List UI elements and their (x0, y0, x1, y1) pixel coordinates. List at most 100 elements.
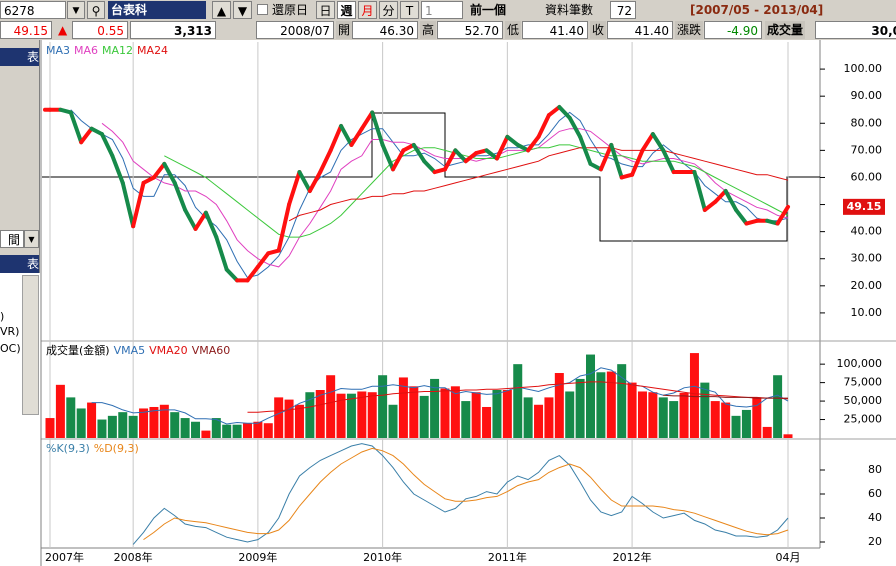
price-segment (422, 159, 437, 175)
volume-bar (294, 404, 304, 438)
up-button[interactable]: ▲ (212, 1, 231, 19)
search-button[interactable]: ⚲ (87, 1, 105, 19)
x-tick-label: 04月 (776, 551, 801, 564)
volume-bar (45, 418, 55, 438)
volume-bar (305, 392, 315, 438)
volume-bar (586, 354, 596, 438)
list-item[interactable]: OC) (0, 342, 21, 355)
volume-bar (274, 397, 284, 438)
x-tick-label: 2008年 (114, 550, 153, 564)
checkbox[interactable] (257, 4, 268, 15)
price-segment (765, 218, 780, 226)
y-tick-label: 10.00 (851, 306, 883, 319)
volume-bar (128, 415, 138, 438)
close-label: 收 (590, 21, 607, 39)
volume-bar (783, 434, 793, 438)
open-label: 開 (336, 21, 353, 39)
dropdown-button[interactable]: ▼ (67, 1, 85, 19)
records-input[interactable]: 72 (610, 1, 636, 19)
period-button[interactable]: 分 (379, 1, 398, 19)
last-price-label: 49.15 (847, 200, 882, 213)
period-button[interactable]: 日 (316, 1, 335, 19)
sidebar-select[interactable]: 間 (0, 230, 24, 248)
price-segment (505, 134, 520, 147)
price-segment (162, 161, 177, 185)
price-segment (723, 189, 739, 212)
volume-bar (87, 402, 97, 438)
volume-bar (76, 408, 86, 438)
restore-label: 還原日 (272, 3, 309, 17)
y-tick-label: 75,000 (844, 376, 883, 389)
volume: 3,313 (130, 21, 216, 39)
volume-bar (689, 353, 699, 438)
series-line (663, 394, 788, 399)
price-segment (453, 148, 468, 164)
price-segment (380, 142, 396, 172)
volume-bar (492, 390, 502, 438)
price-segment (214, 235, 229, 272)
price-segment (588, 161, 603, 172)
volume-bar (398, 377, 408, 438)
volume-bar (762, 426, 772, 438)
volume-bar (482, 406, 492, 438)
price-segment (266, 248, 281, 256)
price-segment (515, 142, 531, 153)
volume-bar (575, 378, 585, 438)
volume-bar (523, 397, 533, 438)
price-segment (713, 189, 728, 204)
scrollbar[interactable] (22, 275, 39, 415)
volume-bar (741, 409, 751, 438)
price-segment (99, 132, 115, 158)
legend-entry: %D(9,3) (94, 442, 139, 455)
down-button[interactable]: ▼ (233, 1, 252, 19)
price-segment (598, 142, 614, 172)
volume-bar (430, 378, 440, 438)
volume-bar (710, 401, 720, 438)
price-segment (650, 132, 666, 153)
legend-entry: VMA5 (114, 344, 146, 357)
toolbar: 6278 ▼ ⚲ 台表科 ▲ ▼ 還原日 日 週 月 分 T 1 前一個 資料筆… (0, 0, 896, 20)
price-segment (692, 170, 707, 212)
prev-button[interactable]: 前一個 (470, 3, 507, 17)
period-button[interactable]: T (400, 1, 419, 19)
price-segment (255, 251, 271, 269)
volume-bar (471, 392, 481, 438)
list-item[interactable]: ) (0, 310, 5, 323)
volume-bar (409, 386, 419, 438)
price-segment (120, 180, 136, 229)
y-tick-label: 20.00 (851, 279, 883, 292)
price-segment (609, 142, 624, 180)
records-label: 資料筆數 (545, 3, 594, 17)
y-tick-label: 90.00 (851, 89, 883, 102)
sidebar: 表 間 ▼ 表 ) VR) OC) (0, 40, 40, 566)
price-segment (276, 202, 292, 253)
period-button[interactable]: 月 (358, 1, 377, 19)
select-arrow[interactable]: ▼ (24, 230, 39, 248)
price-segment (141, 175, 156, 185)
series-line (101, 122, 789, 268)
price-segment (578, 134, 593, 166)
last-price-box (843, 198, 885, 215)
diff-label: 漲跌 (675, 21, 704, 39)
volume-bar (55, 384, 65, 438)
y-tick-label: 100.00 (844, 62, 883, 75)
count-select[interactable]: 1 (421, 1, 463, 19)
volume-bar (357, 391, 367, 438)
volume-bar (461, 401, 471, 438)
y-tick-label: 80.00 (851, 116, 883, 129)
price-segment (536, 113, 551, 139)
legend-entry: VMA60 (192, 344, 231, 357)
period-button[interactable]: 週 (337, 1, 356, 19)
volume-bar (191, 421, 201, 438)
volume-bar (700, 382, 710, 438)
volume-bar (658, 397, 668, 438)
volume-bar (284, 399, 294, 438)
volume-bar (66, 397, 76, 438)
volume-bar (232, 424, 242, 438)
list-item[interactable]: VR) (0, 325, 20, 338)
legend-entry: VMA20 (149, 344, 188, 357)
vol-label: 成交量 (765, 21, 806, 39)
code-input[interactable]: 6278 (0, 1, 66, 19)
series-line (91, 367, 789, 425)
